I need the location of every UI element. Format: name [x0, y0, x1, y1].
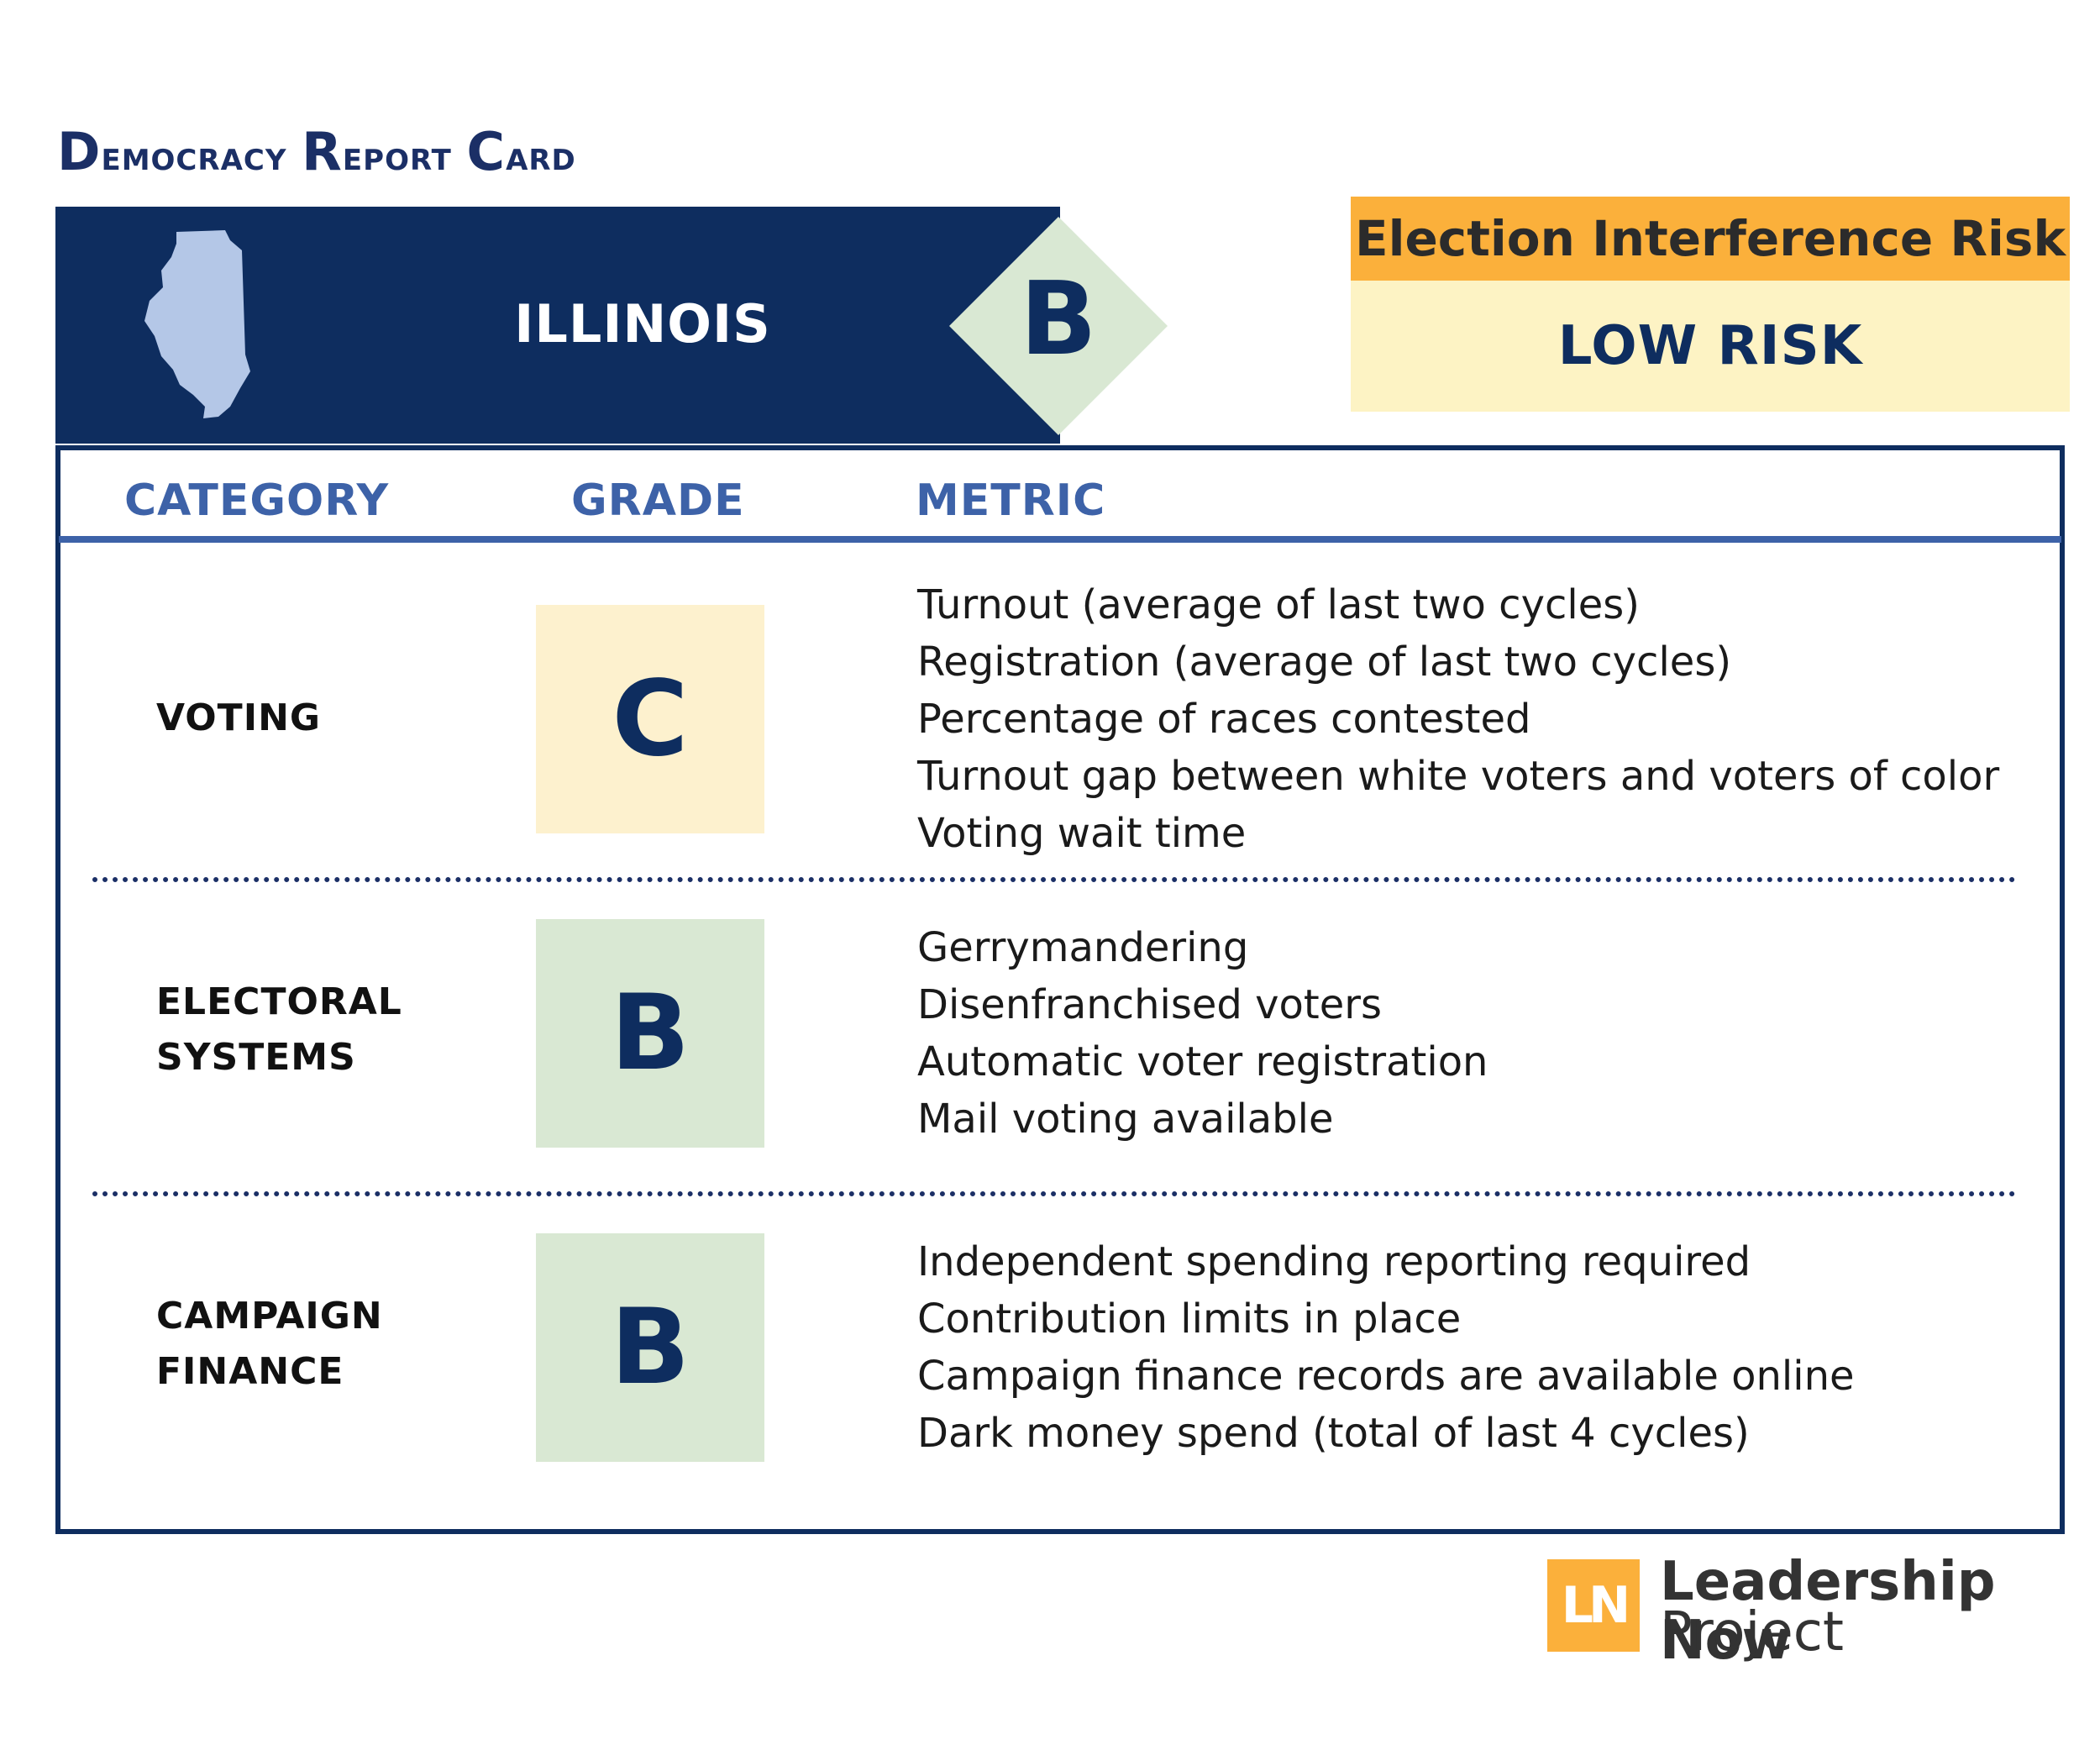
- list-item: Automatic voter registration: [917, 1038, 1488, 1085]
- list-item: Registration (average of last two cycles…: [917, 639, 1732, 686]
- list-item: Independent spending reporting required: [917, 1238, 1751, 1285]
- list-item: Mail voting available: [917, 1096, 1334, 1143]
- logo-text-line1: Leadership Now: [1660, 1551, 1996, 1673]
- category-voting: VOTING: [156, 696, 322, 739]
- list-item: Turnout gap between white voters and vot…: [917, 753, 2000, 800]
- header-divider: [59, 536, 2061, 543]
- logo-text-line2: Project: [1660, 1601, 1844, 1663]
- grade-voting: C: [536, 605, 764, 833]
- list-item: Gerrymandering: [917, 924, 1249, 971]
- list-item: Percentage of races contested: [917, 696, 1531, 743]
- column-header-category: CATEGORY: [124, 476, 390, 526]
- leadership-now-logo-mark: LN: [1547, 1559, 1640, 1652]
- metric-list-voting: Turnout (average of last two cycles) Reg…: [917, 576, 1999, 862]
- list-item: Turnout (average of last two cycles): [917, 581, 1640, 628]
- column-header-metric: METRIC: [916, 476, 1106, 526]
- category-campaign-finance: CAMPAIGN FINANCE: [156, 1295, 383, 1393]
- list-item: Dark money spend (total of last 4 cycles…: [917, 1410, 1750, 1457]
- list-item: Voting wait time: [917, 810, 1247, 857]
- illinois-map-icon: [144, 230, 250, 418]
- list-item: Contribution limits in place: [917, 1295, 1462, 1343]
- column-header-grade: GRADE: [571, 476, 745, 526]
- report-table: [55, 445, 2065, 1534]
- overall-grade-diamond: [949, 217, 1168, 435]
- grade-campaign-finance: B: [536, 1233, 764, 1462]
- grade-electoral-systems: B: [536, 919, 764, 1148]
- metric-list-campaign-finance: Independent spending reporting required …: [917, 1233, 1855, 1462]
- row-divider: [92, 877, 2016, 882]
- risk-header: Election Interference Risk: [1351, 197, 2070, 281]
- metric-list-electoral-systems: Gerrymandering Disenfranchised voters Au…: [917, 919, 1488, 1148]
- state-name: ILLINOIS: [514, 293, 771, 355]
- row-divider: [92, 1191, 2016, 1196]
- list-item: Disenfranchised voters: [917, 981, 1383, 1028]
- category-electoral-systems: ELECTORAL SYSTEMS: [156, 980, 402, 1079]
- page-title: Democracy Report Card: [57, 121, 576, 182]
- risk-level: LOW RISK: [1351, 281, 2070, 412]
- list-item: Campaign finance records are available o…: [917, 1353, 1855, 1400]
- overall-grade: B: [1020, 261, 1097, 378]
